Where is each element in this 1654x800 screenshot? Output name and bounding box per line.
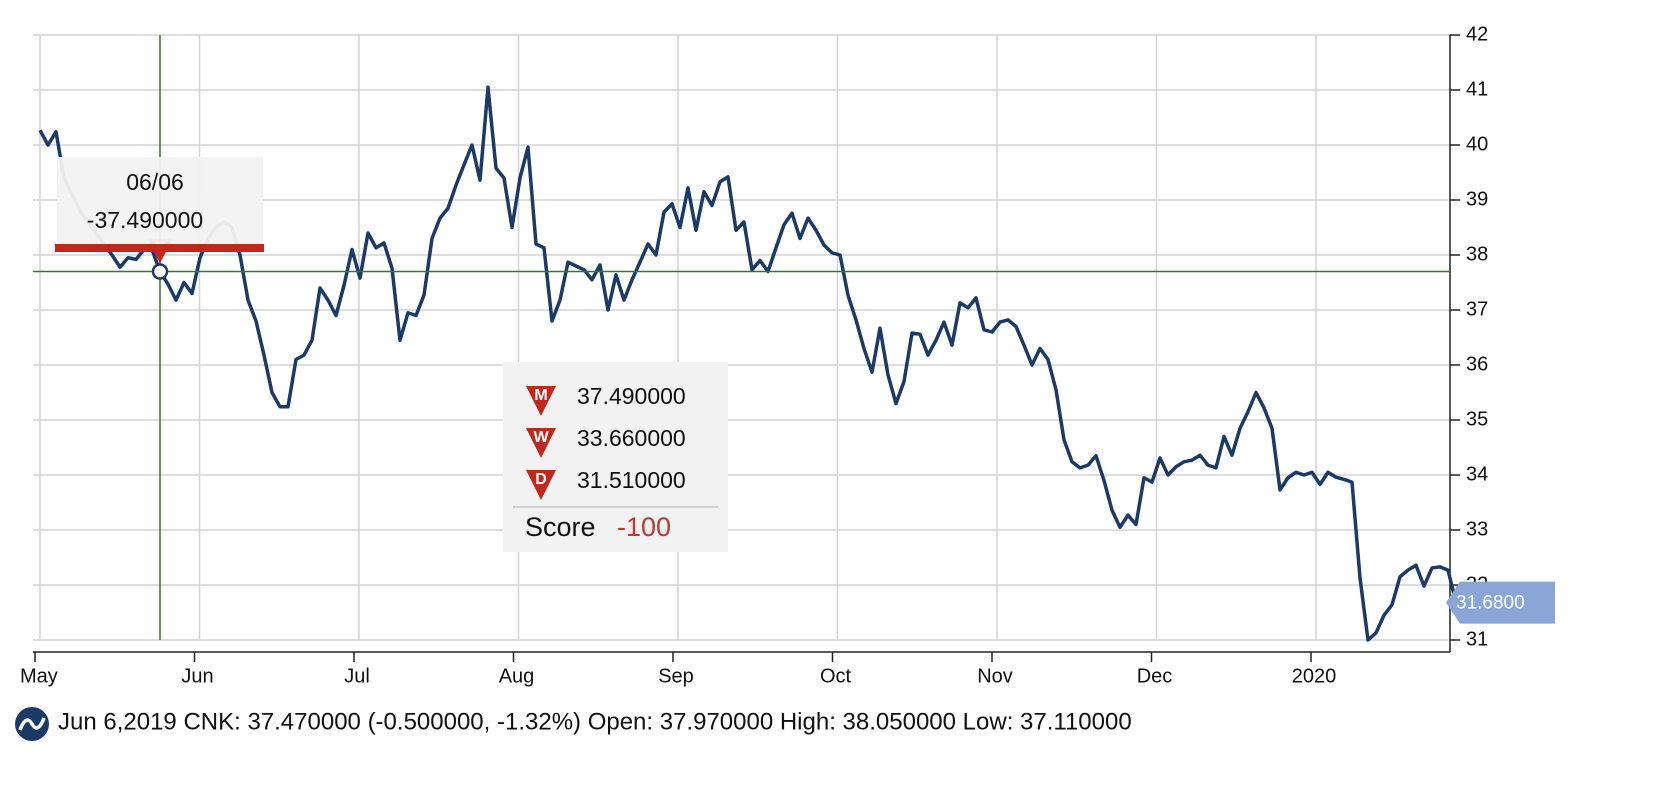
- x-tick-label: Oct: [820, 665, 852, 687]
- x-tick-label: Jul: [344, 665, 370, 687]
- x-tick-label: 2020: [1292, 665, 1337, 687]
- y-tick-label: 31: [1466, 628, 1488, 650]
- x-tick-label: Dec: [1137, 665, 1173, 687]
- price-line: [38, 85, 1458, 642]
- signal-icon: [526, 428, 556, 458]
- tooltip-date: 06/06: [126, 169, 184, 195]
- overlay: M06/06-37.49000031.6800M37.490000W33.660…: [33, 35, 1555, 640]
- status-text: Jun 6,2019 CNK: 37.470000 (-0.500000, -1…: [58, 708, 1132, 735]
- status-bar: Jun 6,2019 CNK: 37.470000 (-0.500000, -1…: [15, 707, 1132, 741]
- plot: [38, 85, 1458, 642]
- grid: 313233343536373839404142MayJunJulAugSepO…: [20, 23, 1488, 687]
- score-value: -100: [617, 512, 671, 542]
- x-tick-label: May: [20, 665, 58, 687]
- tooltip-value: -37.490000: [87, 207, 203, 233]
- tooltip-box: [57, 157, 263, 245]
- price-tag: [1446, 581, 1555, 624]
- x-tick-label: Sep: [658, 665, 694, 687]
- y-tick-label: 34: [1466, 463, 1488, 485]
- y-tick-label: 37: [1466, 298, 1488, 320]
- x-tick-label: Aug: [499, 665, 535, 687]
- signal-letter: D: [535, 471, 547, 488]
- y-tick-label: 41: [1466, 78, 1488, 100]
- logo-wave: [18, 717, 46, 731]
- y-tick-label: 35: [1466, 408, 1488, 430]
- signal-letter: M: [534, 387, 547, 404]
- y-tick-label: 38: [1466, 243, 1488, 265]
- signal-icon: [526, 470, 556, 500]
- signal-icon: [526, 386, 556, 416]
- y-tick-label: 42: [1466, 23, 1488, 45]
- x-tick-label: Jun: [181, 665, 213, 687]
- y-tick-label: 36: [1466, 353, 1488, 375]
- signal-value: 31.510000: [577, 467, 686, 493]
- y-tick-label: 39: [1466, 188, 1488, 210]
- y-tick-label: 33: [1466, 518, 1488, 540]
- tooltip-bar: [55, 244, 264, 252]
- crosshair-point: [151, 263, 169, 280]
- score-label: Score: [525, 512, 596, 542]
- price-tag-label: 31.6800: [1456, 593, 1525, 614]
- signal-value: 33.660000: [577, 425, 686, 451]
- signal-letter: W: [533, 429, 549, 446]
- y-tick-label: 40: [1466, 133, 1488, 155]
- x-tick-label: Nov: [977, 665, 1013, 687]
- signal-value: 37.490000: [577, 383, 686, 409]
